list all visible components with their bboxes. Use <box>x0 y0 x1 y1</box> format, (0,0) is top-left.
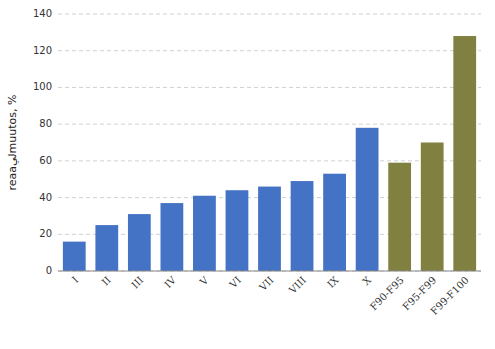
grid <box>58 14 481 271</box>
bar <box>95 225 118 271</box>
grid-line <box>58 124 481 125</box>
chart-container: 020406080100120140reaaليmuutos, %IIIIIII… <box>0 0 495 349</box>
bar <box>323 174 346 271</box>
y-tick-label: 120 <box>33 45 52 56</box>
y-tick-label: 140 <box>33 8 52 19</box>
y-axis-title: reaaليmuutos, % <box>6 95 19 191</box>
x-tick-label: II <box>100 274 113 287</box>
bar <box>388 163 411 271</box>
bar <box>421 143 444 272</box>
x-tick-label: III <box>129 274 145 290</box>
x-tick-label: VIII <box>286 274 308 296</box>
y-tick-label: 80 <box>39 118 52 129</box>
bar <box>356 128 379 271</box>
bar <box>193 196 216 271</box>
x-tick-label: I <box>70 274 81 285</box>
x-tick-label: VII <box>257 274 276 293</box>
bar <box>128 214 151 271</box>
grid-line <box>58 50 481 51</box>
grid-line <box>58 271 481 272</box>
y-tick-label: 0 <box>46 265 52 276</box>
y-tick-label: 20 <box>39 228 52 239</box>
x-tick-label: VI <box>227 274 243 290</box>
y-tick-label: 40 <box>39 192 52 203</box>
bar <box>160 203 183 271</box>
x-tick-label: IX <box>325 274 341 290</box>
bar <box>453 36 476 271</box>
x-tick-label: X <box>360 274 373 287</box>
x-axis-line <box>58 271 481 272</box>
y-tick-label: 100 <box>33 81 52 92</box>
x-tick-label: IV <box>162 274 178 290</box>
bar <box>258 187 281 271</box>
x-tick-label: F99-F100 <box>428 274 470 316</box>
bar <box>63 242 86 271</box>
grid-line <box>58 14 481 15</box>
bars <box>63 36 476 271</box>
chart-svg: 020406080100120140reaaليmuutos, %IIIIIII… <box>0 0 495 349</box>
x-tick-label: V <box>197 274 211 288</box>
bar <box>226 190 249 271</box>
x-tick-label: F90-F95 <box>368 274 406 312</box>
bar <box>291 181 314 271</box>
y-tick-label: 60 <box>39 155 52 166</box>
x-axis: IIIIIIIVVVIVIIVIIIIXXF90-F95F95-F99F99-F… <box>70 274 471 317</box>
y-axis: 0 20 40 60 80 100 120 140 <box>33 8 52 276</box>
grid-line <box>58 160 481 161</box>
grid-line <box>58 87 481 88</box>
